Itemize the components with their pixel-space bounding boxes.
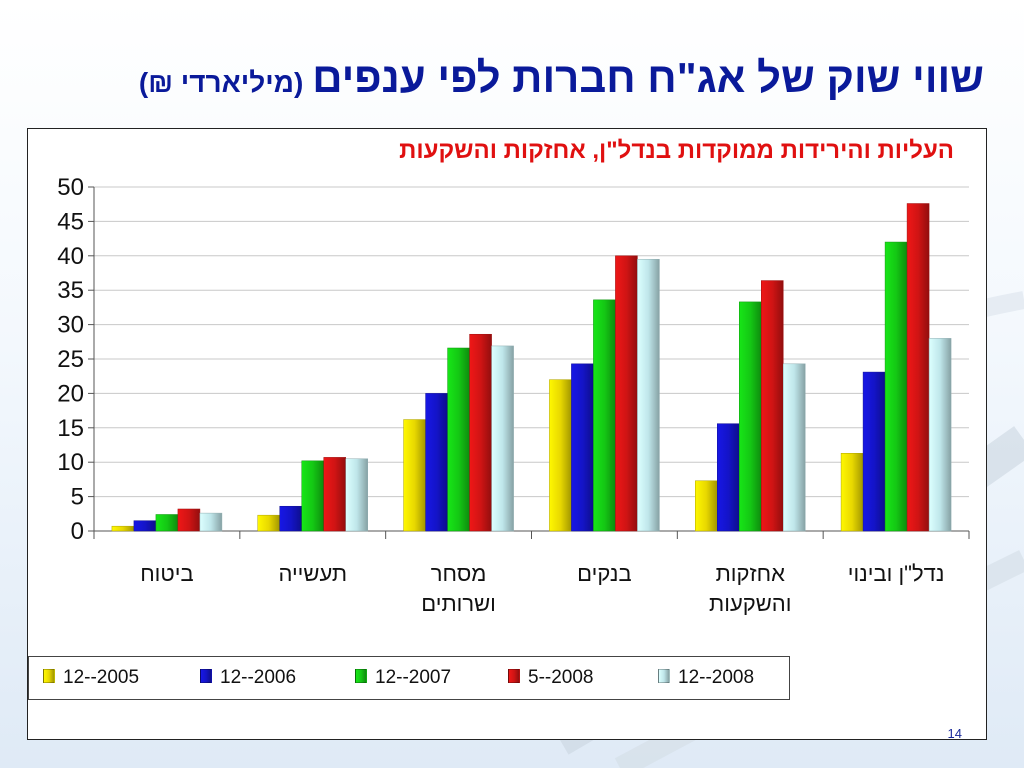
- slide-title: שווי שוק של אג"ח חברות לפי ענפים (מיליאר…: [20, 50, 984, 111]
- y-tick-label: 20: [57, 380, 84, 407]
- x-category-label-line: ושרותים: [421, 591, 496, 616]
- x-category-label: מסחר ושרותים: [389, 559, 529, 619]
- x-category-label-line: ביטוח: [140, 561, 194, 586]
- y-tick-label: 35: [57, 277, 84, 304]
- y-tick-label: 40: [57, 243, 84, 270]
- slide-title-main: שווי שוק של אג"ח חברות לפי ענפים: [312, 54, 984, 101]
- legend-label: 5--2008: [528, 667, 594, 688]
- x-category-label-line: והשקעות: [709, 591, 792, 616]
- x-category-label-line: תעשייה: [278, 561, 348, 586]
- legend-swatch: [355, 669, 367, 684]
- bar: [301, 460, 324, 532]
- bar: [884, 241, 908, 532]
- bar: [403, 419, 426, 532]
- bar: [637, 258, 660, 532]
- bar: [593, 299, 616, 532]
- y-tick-label: 0: [71, 518, 84, 545]
- x-category-label: ביטוח: [97, 559, 237, 589]
- legend-label: 12--2008: [678, 667, 755, 688]
- legend-swatch: [200, 669, 212, 684]
- x-category-label: תעשייה: [243, 559, 383, 589]
- legend-entry: 12--2007: [355, 668, 451, 688]
- bar: [571, 363, 594, 532]
- y-tick-label: 30: [57, 312, 84, 339]
- legend-swatch: [658, 669, 670, 684]
- bar: [425, 393, 448, 532]
- bar: [155, 514, 179, 532]
- y-tick-label: 15: [57, 415, 84, 442]
- chart-subtitle: העליות והירידות ממוקדות בנדל"ן, אחזקות ו…: [399, 137, 954, 164]
- bar: [783, 363, 806, 532]
- legend-swatch: [508, 669, 520, 684]
- legend-swatch: [43, 669, 55, 684]
- x-category-label-line: נדל"ן ובינוי: [847, 561, 945, 586]
- legend: 12--2005 12--2006 12--2007 5--2008 12--2008: [28, 656, 790, 700]
- chart-plot: 0 5 10 15 20 25 30 35 40 45 50: [57, 174, 970, 545]
- bar: [615, 255, 638, 532]
- legend-entry: 12--2008: [658, 668, 754, 688]
- chart-frame: 0 5 10 15 20 25 30 35 40 45 50 העליות והירידות ממו…: [27, 128, 987, 741]
- y-tick-label: 45: [57, 208, 84, 235]
- bar: [133, 520, 157, 532]
- x-category-label: אחזקות והשקעות: [680, 559, 820, 619]
- bar: [323, 457, 346, 532]
- bar: [447, 347, 470, 532]
- x-category-label: נדל"ן ובינוי: [826, 559, 966, 589]
- bar: [257, 514, 280, 532]
- bar: [717, 423, 740, 532]
- x-category-label: בנקים: [534, 559, 674, 589]
- bar: [469, 333, 492, 532]
- x-category-label-line: מסחר: [430, 561, 487, 586]
- bar: [345, 458, 368, 532]
- legend-entry: 12--2006: [200, 668, 296, 688]
- bar: [279, 505, 302, 532]
- bar: [695, 480, 718, 532]
- bar: [862, 371, 886, 532]
- bar: [840, 453, 864, 532]
- legend-label: 12--2005: [63, 667, 140, 688]
- bar: [761, 280, 784, 532]
- bar: [739, 301, 762, 532]
- bar: [491, 345, 514, 532]
- legend-label: 12--2007: [375, 667, 452, 688]
- y-tick-label: 5: [71, 484, 84, 511]
- y-tick-label: 10: [57, 449, 84, 476]
- legend-entry: 5--2008: [508, 668, 594, 688]
- slide-title-unit: (מיליארדי ₪): [138, 67, 304, 98]
- x-category-label-line: בנקים: [577, 561, 632, 586]
- legend-label: 12--2006: [220, 667, 297, 688]
- x-category-label-line: אחזקות: [715, 561, 785, 586]
- y-tick-label: 50: [57, 174, 84, 201]
- page-number: 14: [947, 726, 962, 741]
- bar: [199, 512, 223, 532]
- legend-entry: 12--2005: [43, 668, 139, 688]
- bar: [549, 379, 572, 532]
- bar: [906, 203, 930, 532]
- bar: [177, 508, 201, 532]
- bar: [928, 338, 952, 532]
- y-tick-label: 25: [57, 346, 84, 373]
- bar: [111, 525, 135, 532]
